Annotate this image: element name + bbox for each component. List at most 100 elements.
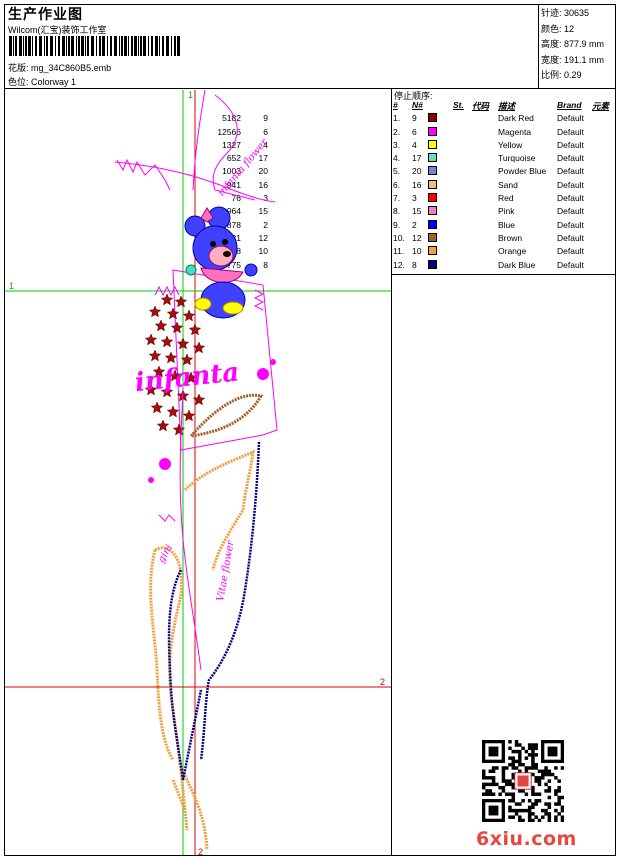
row-code: 20: [258, 166, 268, 177]
col-num: #: [393, 100, 398, 110]
colorway-row: 色位: Colorway 1: [8, 75, 76, 88]
star-shape: [184, 371, 198, 384]
magenta-zigzag-right: [253, 289, 265, 311]
row-index: 1.: [393, 113, 401, 124]
row-code: 16: [258, 179, 268, 190]
scale-label: 比例:: [541, 70, 562, 80]
row-stitches: 941: [226, 179, 241, 190]
colorway-value: Colorway 1: [31, 77, 77, 87]
row-brand: Default: [557, 193, 584, 204]
row-index: 5.: [393, 166, 401, 177]
brown-leaf: [187, 393, 264, 439]
row-brand: Default: [557, 232, 584, 243]
stats-divider: [538, 4, 539, 88]
row-code: 9: [263, 113, 268, 124]
barcode: [9, 36, 180, 56]
row-brand: Default: [557, 153, 584, 164]
row-code: 12: [258, 232, 268, 243]
row-stitches: 652: [226, 153, 241, 164]
row-code: 15: [258, 206, 268, 217]
row-brand: Default: [557, 179, 584, 190]
row-code: 17: [258, 153, 268, 164]
star-shape: [172, 423, 186, 436]
col-desc: 描述: [498, 101, 516, 111]
row-needle: 6: [412, 126, 417, 137]
row-needle: 16: [412, 179, 422, 190]
row-brand: Default: [557, 166, 584, 177]
color-swatch: [428, 139, 437, 149]
axis-label-2-bottom: 2: [198, 847, 203, 855]
row-stitches: 964: [226, 206, 241, 217]
star-shape: [144, 383, 158, 396]
stitches-label: 针迹:: [541, 8, 562, 18]
dark-red-stars: [144, 293, 206, 436]
color-swatch: [428, 206, 437, 216]
row-description: Magenta: [498, 126, 532, 137]
magenta-frame-outline: [172, 269, 278, 451]
row-code: 3: [263, 193, 268, 204]
star-shape: [148, 349, 162, 362]
row-stitches: 1327: [222, 139, 241, 150]
orange-ribbon: [149, 449, 255, 851]
star-shape: [170, 321, 184, 334]
row-description: Orange: [498, 246, 527, 257]
col-brand: Brand: [557, 100, 582, 110]
design-file-value: mg_34C860B5.emb: [31, 63, 112, 73]
star-shape: [188, 323, 202, 336]
row-description: Sand: [498, 179, 518, 190]
sheet-frame: [4, 4, 616, 856]
row-needle: 3: [412, 193, 417, 204]
star-shape: [160, 385, 174, 398]
star-shape: [156, 419, 170, 432]
color-swatch: [428, 113, 437, 123]
row-stitches: 775: [226, 259, 241, 270]
magenta-dot-right: [257, 368, 269, 380]
color-swatch: [428, 219, 437, 229]
row-needle: 4: [412, 139, 417, 150]
row-index: 6.: [393, 179, 401, 190]
star-shape: [148, 305, 162, 318]
color-swatch: [428, 166, 437, 176]
star-shape: [192, 341, 206, 354]
row-description: Dark Blue: [498, 259, 536, 270]
star-shape: [182, 309, 196, 322]
star-shape: [182, 409, 196, 422]
width-label: 宽度:: [541, 54, 562, 65]
script-text-top: infanta flower: [216, 136, 271, 198]
row-code: 4: [263, 139, 268, 150]
magenta-zigzag-left: [154, 285, 180, 297]
row-index: 4.: [393, 153, 401, 164]
star-shape: [166, 405, 180, 418]
col-st: St.: [453, 100, 464, 110]
row-code: 10: [258, 246, 268, 257]
row-brand: Default: [557, 219, 584, 230]
row-stitches: 5182: [222, 113, 241, 124]
row-description: Turquoise: [498, 153, 536, 164]
magenta-dot-left-small: [148, 477, 154, 483]
embroidery-design-canvas: 1 1 2 2 infanta flower infanta: [5, 90, 391, 855]
row-needle: 8: [412, 259, 417, 270]
scale-value: 0.29: [564, 70, 582, 80]
star-shape: [160, 335, 174, 348]
row-index: 12.: [393, 259, 405, 270]
row-description: Dark Red: [498, 113, 534, 124]
script-text-main: infanta: [133, 357, 240, 398]
table-bottom-divider: [391, 274, 616, 275]
axis-label-1: 1: [9, 281, 14, 291]
col-code: 代码: [472, 101, 490, 111]
star-shape: [144, 333, 158, 346]
stop-sequence-title: 停止顺序:: [394, 91, 433, 101]
design-stats: 针迹: 30635 颜色: 12 高度: 877.9 mm 宽度: 191.1 …: [541, 6, 604, 84]
color-swatch: [428, 179, 437, 189]
star-shape: [160, 293, 174, 306]
row-index: 9.: [393, 219, 401, 230]
row-needle: 9: [412, 113, 417, 124]
row-index: 7.: [393, 193, 401, 204]
row-brand: Default: [557, 246, 584, 257]
star-shape: [164, 351, 178, 364]
company-name: Wilcom(汇宝)装饰工作室: [8, 25, 107, 35]
row-stitches: 76: [231, 193, 241, 204]
row-needle: 10: [412, 246, 422, 257]
color-swatch: [428, 232, 437, 242]
design-file-row: 花版: mg_34C860B5.emb: [8, 61, 111, 74]
